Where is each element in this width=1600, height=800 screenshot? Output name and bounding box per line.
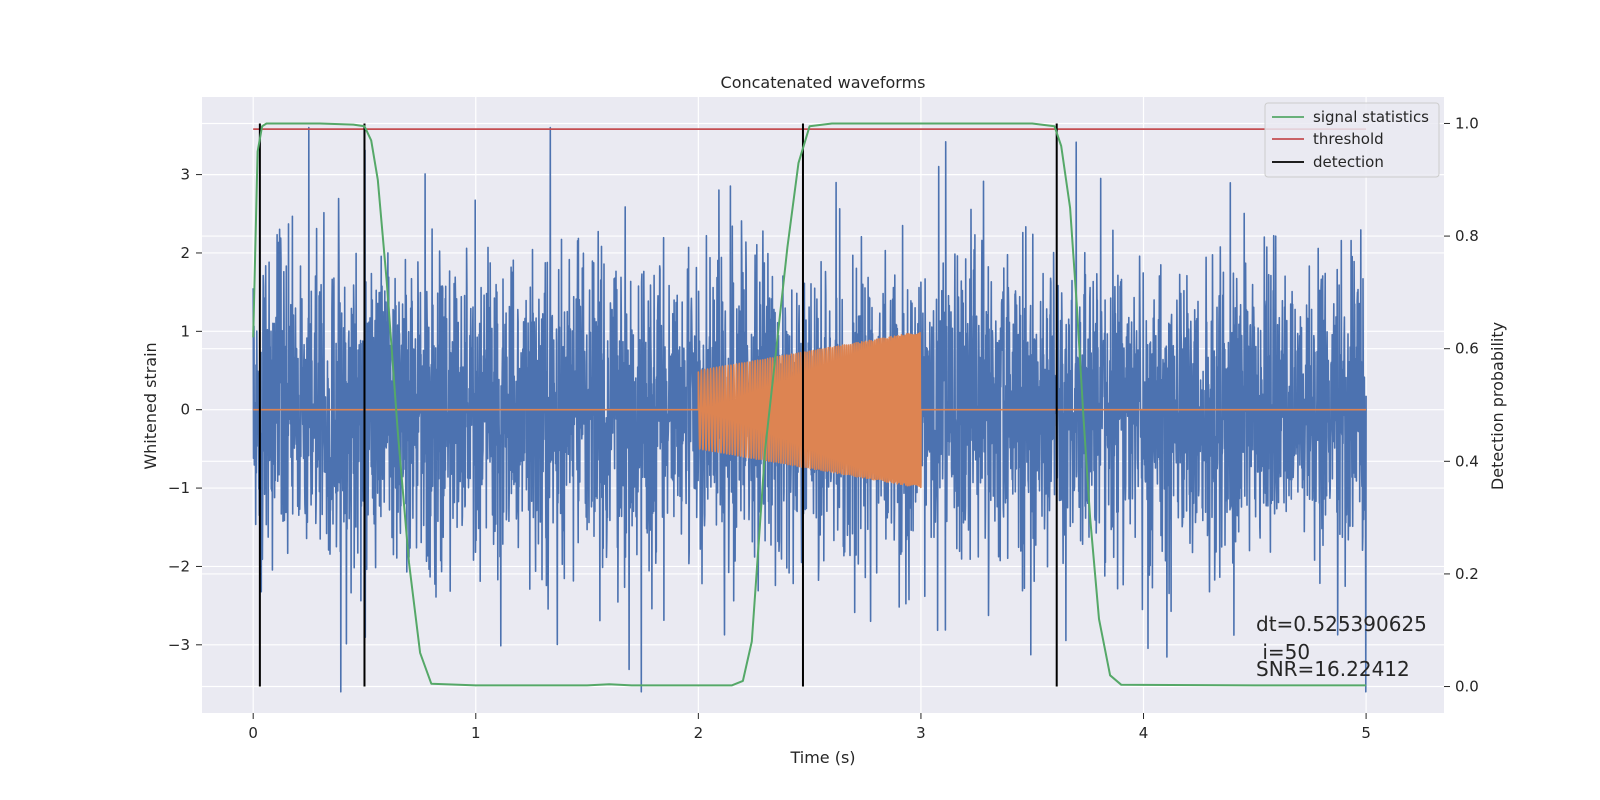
y2-axis-title: Detection probability: [1488, 322, 1507, 490]
y-tick-label: −2: [168, 557, 190, 575]
y-axis-title: Whitened strain: [141, 342, 160, 469]
x-tick-label: 3: [916, 724, 926, 742]
y-tick-label: 1: [180, 322, 190, 340]
legend-label-signal-statistics: signal statistics: [1313, 108, 1429, 126]
y2-tick-label: 0.2: [1455, 565, 1479, 583]
y2-tick-label: 0.4: [1455, 452, 1479, 470]
legend-label-threshold: threshold: [1313, 130, 1384, 148]
legend-box: [1264, 102, 1440, 178]
signal-statistics-line: [252, 122, 1367, 687]
annotation-snr: SNR=16.22412: [1256, 657, 1410, 681]
x-tick-label: 4: [1139, 724, 1149, 742]
chirp-series-line: [253, 331, 1367, 489]
y2-tick-label: 1.0: [1455, 114, 1479, 132]
annotation-i: i=50: [1256, 640, 1310, 664]
x-axis-title: Time (s): [789, 748, 855, 767]
annotation-dt: dt=0.525390625: [1256, 612, 1427, 636]
y2-tick-label: 0.0: [1455, 678, 1479, 696]
y-tick-label: 2: [180, 244, 190, 262]
y2-tick-label: 0.6: [1455, 340, 1479, 358]
tick-layer: 0 1 2 3 4 5 −3 −2 −1 0 1 2 3 0.0 0.2 0.4 0.6 0.8 1.0: [168, 114, 1479, 742]
data-layer: [252, 122, 1367, 693]
y2-tick-label: 0.8: [1455, 227, 1479, 245]
x-tick-label: 0: [248, 724, 258, 742]
y-tick-label: 0: [180, 401, 190, 419]
y-tick-label: −3: [168, 636, 190, 654]
x-tick-label: 2: [694, 724, 704, 742]
legend-label-detection: detection: [1313, 153, 1384, 171]
legend: signal statistics threshold detection: [1264, 102, 1440, 178]
x-tick-label: 5: [1361, 724, 1371, 742]
y-tick-label: 3: [180, 166, 190, 184]
x-tick-label: 1: [471, 724, 481, 742]
chart-title: Concatenated waveforms: [721, 73, 926, 92]
y-tick-label: −1: [168, 479, 190, 497]
